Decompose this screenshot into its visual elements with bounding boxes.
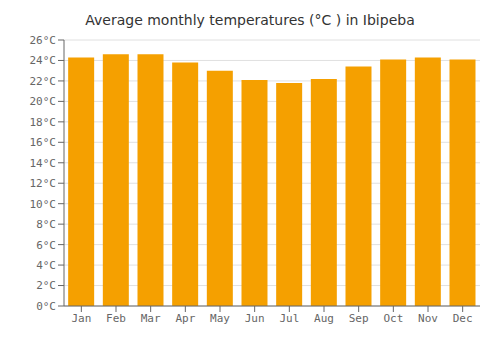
svg-text:Feb: Feb: [106, 312, 126, 325]
svg-text:10°C: 10°C: [30, 198, 57, 211]
svg-text:22°C: 22°C: [30, 75, 57, 88]
svg-text:0°C: 0°C: [36, 300, 56, 313]
svg-text:2°C: 2°C: [36, 279, 56, 292]
svg-text:Aug: Aug: [314, 312, 334, 325]
svg-text:20°C: 20°C: [30, 95, 57, 108]
svg-text:Oct: Oct: [383, 312, 403, 325]
svg-text:24°C: 24°C: [30, 54, 57, 67]
svg-text:Nov: Nov: [418, 312, 438, 325]
svg-text:May: May: [210, 312, 230, 325]
html-text:Average monthly temperatures (: Average monthly temperatures (°C ) in Ib…: [85, 12, 415, 28]
svg-text:8°C: 8°C: [36, 218, 56, 231]
svg-text:Apr: Apr: [175, 312, 195, 325]
svg-text:6°C: 6°C: [36, 239, 56, 252]
svg-text:16°C: 16°C: [30, 136, 57, 149]
svg-text:Dec: Dec: [453, 312, 473, 325]
svg-text:Mar: Mar: [141, 312, 161, 325]
svg-text:18°C: 18°C: [30, 116, 57, 129]
svg-text:12°C: 12°C: [30, 177, 57, 190]
svg-text:26°C: 26°C: [30, 34, 57, 47]
svg-text:Jul: Jul: [279, 312, 299, 325]
svg-text:Jan: Jan: [71, 312, 91, 325]
svg-text:Sep: Sep: [349, 312, 369, 325]
svg-text:Jun: Jun: [245, 312, 265, 325]
svg-text:4°C: 4°C: [36, 259, 56, 272]
svg-text:14°C: 14°C: [30, 157, 57, 170]
